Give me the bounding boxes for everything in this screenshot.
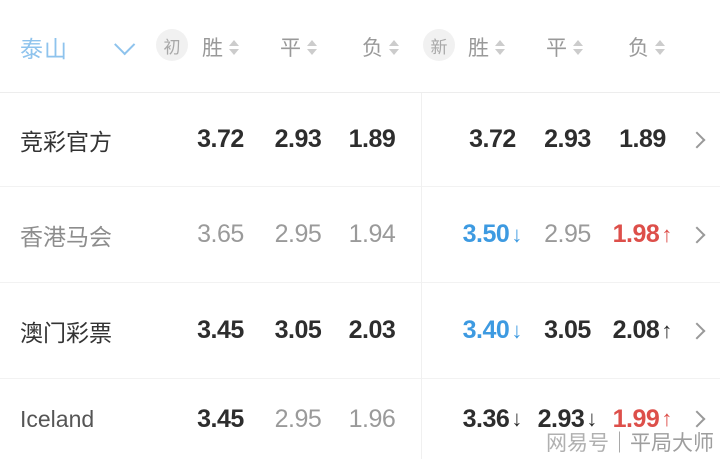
odds-up-arrow-icon: ↑	[661, 221, 673, 247]
bookmaker-row[interactable]: Iceland 3.45 2.95 1.96 3.36 ↓ 2.93 ↓ 1.99 ↑	[0, 378, 720, 459]
odds-value: 2.95	[274, 220, 322, 248]
odds-value: 2.93	[274, 125, 322, 153]
bookmaker-name: 香港马会	[20, 223, 112, 250]
bookmaker-name: Iceland	[20, 405, 95, 432]
odds-new-lose: 2.08 ↑	[605, 316, 680, 345]
team-selector-dropdown[interactable]: 泰山	[20, 30, 136, 64]
sort-arrows-icon	[389, 39, 399, 55]
odds-value: 3.72	[469, 125, 516, 153]
odds-down-arrow-icon: ↓	[511, 221, 523, 247]
row-chevron-right-icon[interactable]	[688, 226, 706, 243]
odds-initial-draw: 2.95	[261, 220, 335, 249]
odds-value: 3.72	[197, 125, 244, 153]
odds-initial-win: 3.45	[180, 316, 261, 345]
odds-new-lose: 1.98 ↑	[605, 220, 680, 249]
column-header-draw: 平	[546, 37, 567, 60]
team-name: 泰山	[20, 36, 68, 62]
odds-table-header: 泰山 初 胜 平 负 新 胜 平 负	[0, 0, 720, 93]
odds-value: 1.94	[348, 220, 396, 248]
odds-value: 1.96	[348, 404, 396, 433]
bookmaker-name: 澳门彩票	[20, 319, 112, 346]
watermark: 网易号｜平局大师	[546, 427, 714, 457]
odds-new-win: 3.36 ↓	[455, 405, 530, 434]
sort-new-draw[interactable]: 平	[546, 32, 583, 62]
odds-initial-lose: 1.94	[335, 220, 409, 249]
odds-initial-draw: 2.95	[261, 405, 335, 434]
column-header-draw: 平	[280, 37, 301, 60]
sort-initial-draw[interactable]: 平	[280, 32, 317, 62]
odds-value: 2.03	[348, 316, 396, 344]
odds-new-draw: 3.05	[530, 316, 605, 345]
sort-initial-win[interactable]: 胜	[202, 32, 239, 62]
chevron-down-icon	[114, 33, 136, 55]
bookmaker-row[interactable]: 竞彩官方 3.72 2.93 1.89 3.72 2.93 1.89	[0, 93, 720, 186]
sort-new-win[interactable]: 胜	[468, 32, 505, 62]
row-chevron-right-icon[interactable]	[688, 131, 706, 148]
odds-new-draw: 2.93 ↓	[530, 405, 605, 434]
odds-down-arrow-icon: ↓	[586, 406, 598, 431]
odds-initial-draw: 3.05	[261, 316, 335, 345]
odds-new-draw: 2.93	[530, 125, 605, 154]
new-odds-badge: 新	[423, 29, 455, 61]
odds-value: 3.05	[544, 316, 591, 344]
odds-initial-win: 3.72	[180, 125, 261, 154]
watermark-separator: ｜	[609, 432, 630, 455]
sort-arrows-icon	[495, 39, 505, 55]
odds-value: 2.93	[537, 404, 585, 433]
sort-initial-lose[interactable]: 负	[362, 32, 399, 62]
bookmaker-row[interactable]: 澳门彩票 3.45 3.05 2.03 3.40 ↓ 3.05 2.08 ↑	[0, 282, 720, 378]
odds-value: 1.98	[612, 220, 660, 248]
odds-new-lose: 1.99 ↑	[605, 405, 680, 434]
watermark-source: 网易号	[546, 432, 609, 455]
odds-initial-draw: 2.93	[261, 125, 335, 154]
column-header-lose: 负	[362, 37, 383, 60]
bookmaker-name: 竞彩官方	[20, 128, 112, 155]
odds-value: 3.50	[462, 220, 510, 248]
odds-initial-win: 3.65	[180, 220, 261, 249]
sort-arrows-icon	[655, 39, 665, 55]
column-header-lose: 负	[628, 37, 649, 60]
odds-down-arrow-icon: ↓	[511, 406, 523, 431]
odds-value: 2.93	[544, 125, 591, 153]
odds-value: 3.45	[197, 404, 244, 433]
row-chevron-right-icon[interactable]	[688, 410, 706, 428]
odds-initial-lose: 2.03	[335, 316, 409, 345]
column-header-win: 胜	[468, 37, 489, 60]
odds-group-divider	[421, 93, 422, 459]
initial-odds-badge: 初	[156, 29, 188, 61]
odds-value: 1.99	[612, 404, 660, 433]
odds-value: 3.36	[462, 404, 510, 433]
sort-arrows-icon	[229, 39, 239, 55]
odds-new-win: 3.50 ↓	[455, 220, 530, 249]
odds-up-arrow-icon: ↑	[661, 317, 673, 343]
row-chevron-right-icon[interactable]	[688, 322, 706, 339]
odds-up-arrow-icon: ↑	[661, 406, 673, 431]
odds-value: 2.08	[612, 316, 660, 344]
odds-initial-lose: 1.89	[335, 125, 409, 154]
watermark-author: 平局大师	[630, 432, 714, 455]
sort-arrows-icon	[573, 39, 583, 55]
odds-new-win: 3.72	[455, 125, 530, 154]
odds-value: 2.95	[274, 404, 322, 433]
odds-value: 1.89	[348, 125, 396, 153]
sort-arrows-icon	[307, 39, 317, 55]
odds-value: 3.45	[197, 316, 244, 344]
odds-new-win: 3.40 ↓	[455, 316, 530, 345]
column-header-win: 胜	[202, 37, 223, 60]
odds-down-arrow-icon: ↓	[511, 317, 523, 343]
odds-value: 2.95	[544, 220, 591, 248]
odds-value: 3.40	[462, 316, 510, 344]
odds-value: 3.65	[197, 220, 244, 248]
odds-value: 3.05	[274, 316, 322, 344]
odds-value: 1.89	[619, 125, 666, 153]
odds-new-draw: 2.95	[530, 220, 605, 249]
bookmaker-odds-list: 竞彩官方 3.72 2.93 1.89 3.72 2.93 1.89 香港马会 …	[0, 93, 720, 459]
odds-initial-lose: 1.96	[335, 405, 409, 434]
odds-initial-win: 3.45	[180, 405, 261, 434]
bookmaker-row[interactable]: 香港马会 3.65 2.95 1.94 3.50 ↓ 2.95 1.98 ↑	[0, 186, 720, 282]
sort-new-lose[interactable]: 负	[628, 32, 665, 62]
odds-new-lose: 1.89	[605, 125, 680, 154]
